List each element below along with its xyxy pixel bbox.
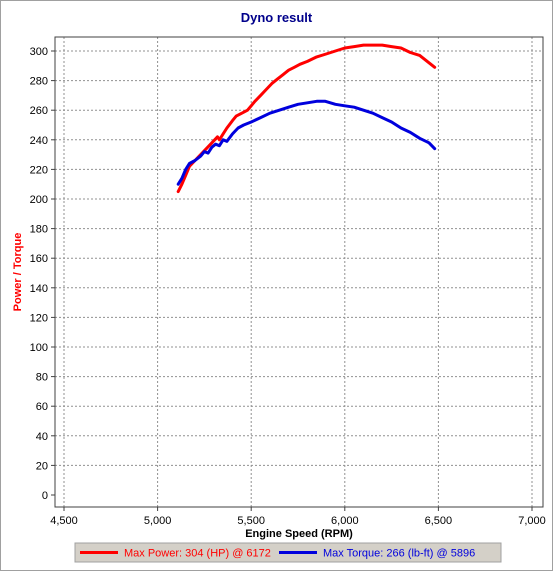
- y-tick-label: 40: [36, 431, 48, 443]
- y-tick-label: 20: [36, 460, 48, 472]
- x-tick-label: 6,500: [425, 515, 453, 527]
- y-tick-label: 0: [42, 490, 48, 502]
- y-tick-label: 220: [30, 164, 48, 176]
- plot-area-border: [54, 36, 544, 508]
- chart-title: Dyno result: [240, 10, 313, 25]
- x-axis-label: Engine Speed (RPM): [245, 528, 353, 540]
- legend-entry-label: Max Torque: 266 (lb-ft) @ 5896: [323, 548, 475, 560]
- y-tick-label: 200: [30, 194, 48, 206]
- y-tick-label: 180: [30, 224, 48, 236]
- y-tick-label: 240: [30, 135, 48, 147]
- y-tick-label: 260: [30, 105, 48, 117]
- x-tick-label: 7,000: [518, 515, 546, 527]
- y-tick-label: 60: [36, 401, 48, 413]
- y-tick-label: 160: [30, 253, 48, 265]
- x-tick-label: 4,500: [50, 515, 78, 527]
- x-tick-label: 5,000: [144, 515, 172, 527]
- y-tick-label: 100: [30, 342, 48, 354]
- y-tick-label: 80: [36, 372, 48, 384]
- y-tick-label: 140: [30, 283, 48, 295]
- y-tick-label: 280: [30, 76, 48, 88]
- x-tick-label: 6,000: [331, 515, 359, 527]
- legend-entry-label: Max Power: 304 (HP) @ 6172: [124, 548, 271, 560]
- torque-series-line: [176, 99, 437, 186]
- x-tick-label: 5,500: [237, 515, 265, 527]
- power-series-line: [176, 43, 437, 194]
- y-tick-label: 300: [30, 46, 48, 58]
- y-axis-label: Power / Torque: [12, 233, 24, 312]
- y-tick-label: 120: [30, 312, 48, 324]
